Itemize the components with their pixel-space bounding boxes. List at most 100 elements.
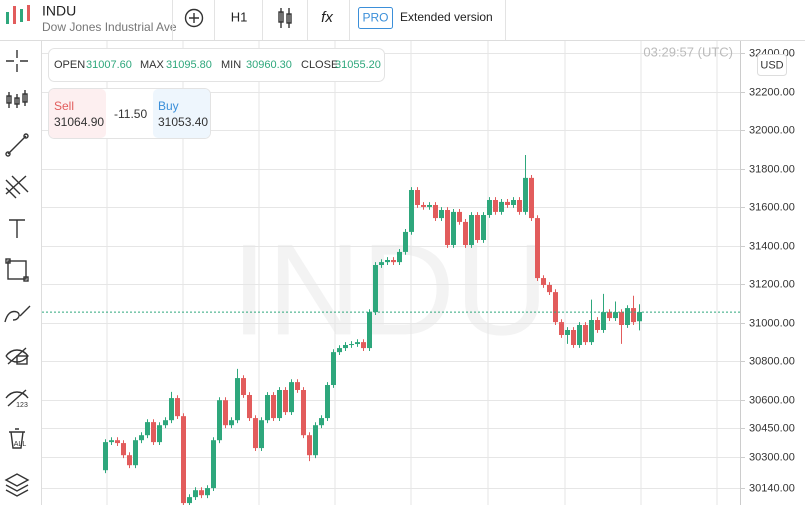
candle-body [121, 443, 126, 456]
watermark: INDU [231, 216, 549, 362]
candle-body [253, 418, 258, 449]
candle-body [151, 422, 156, 443]
ohlc: OPEN 31007.60 MAX 31095.80 MIN 30960.30 … [54, 59, 381, 71]
extended-version[interactable]: Extended version [400, 10, 493, 24]
candle-body [139, 435, 144, 441]
candle-body [577, 325, 582, 345]
candle-body [361, 342, 366, 349]
candle-body [301, 390, 306, 436]
sell-label[interactable]: Sell [54, 99, 74, 113]
candle-body [451, 211, 456, 245]
shape-tool[interactable] [5, 258, 29, 282]
symbol[interactable]: INDU [42, 3, 76, 19]
candle-body [373, 265, 378, 313]
min-label: MIN [221, 59, 241, 71]
pro-badge[interactable] [358, 7, 393, 29]
candle-body [583, 325, 588, 343]
candle-body [571, 330, 576, 345]
candle-body [211, 440, 216, 489]
candle-body [109, 440, 114, 443]
max-value: 31095.80 [166, 59, 212, 71]
y-tick-label: 32000.00 [749, 124, 795, 136]
y-tick-label: 31400.00 [749, 240, 795, 252]
candle-body [313, 425, 318, 456]
y-tick-label: 30140.00 [749, 482, 795, 494]
candle-body [553, 292, 558, 323]
candle-body [631, 308, 636, 323]
candle-body [481, 215, 486, 240]
horizontal-grid [42, 53, 740, 489]
currency-box[interactable] [757, 54, 787, 76]
delete-tool[interactable] [9, 428, 25, 449]
candle-body [169, 398, 174, 421]
candles [42, 155, 740, 505]
all-badge[interactable]: ALL [14, 441, 27, 448]
close-value: 31055.20 [335, 59, 381, 71]
candle-body [145, 422, 150, 436]
numbers-badge[interactable]: 123 [16, 402, 28, 409]
candle-body [535, 218, 540, 279]
y-axis: 32400.0032200.0032000.0031800.0031600.00… [740, 47, 795, 494]
text-tool[interactable] [9, 219, 25, 238]
candle-body [505, 201, 510, 205]
candle-body [391, 260, 396, 263]
logo [6, 5, 30, 24]
currency[interactable]: USD [760, 59, 783, 71]
min-value: 30960.30 [246, 59, 292, 71]
candle-body [469, 215, 474, 245]
candle-body [103, 442, 108, 471]
candles-tool[interactable] [6, 90, 28, 108]
buy-label[interactable]: Buy [158, 99, 179, 113]
candle-body [379, 262, 384, 265]
chart-type-button[interactable] [278, 8, 292, 28]
candle-body [115, 440, 120, 444]
open-value: 31007.60 [86, 59, 132, 71]
add-button[interactable] [184, 8, 204, 28]
sell-price[interactable]: 31064.90 [54, 115, 104, 129]
candle-body [331, 352, 336, 385]
top-bar [0, 0, 805, 40]
candle-body [367, 312, 372, 349]
pro-label[interactable]: PRO [362, 11, 388, 25]
hide-drawings-tool[interactable] [5, 347, 29, 365]
candle-body [163, 420, 168, 426]
candle-body [463, 221, 468, 245]
layers-tool[interactable] [4, 473, 30, 497]
sell-button[interactable] [49, 89, 106, 138]
hide-numbers-tool[interactable] [5, 389, 29, 407]
buy-price[interactable]: 31053.40 [158, 115, 208, 129]
candle-body [409, 190, 414, 232]
candle-body [337, 348, 342, 353]
y-tick-label: 31600.00 [749, 201, 795, 213]
indicators-button[interactable]: fx [321, 9, 333, 26]
candle-body [613, 312, 618, 319]
max-label: MAX [140, 59, 165, 71]
candle-body [271, 395, 276, 419]
candle-body [199, 490, 204, 496]
separators [172, 0, 506, 40]
candle-body [193, 490, 198, 498]
candle-body [157, 425, 162, 443]
candle-body [259, 420, 264, 449]
candle-body [499, 201, 504, 212]
candle-body [277, 390, 282, 419]
candle-body [559, 322, 564, 335]
candle-body [181, 416, 186, 504]
crosshair-tool[interactable] [6, 50, 28, 72]
line-tool[interactable] [5, 133, 29, 157]
candle-body [445, 210, 450, 245]
candle-body [565, 330, 570, 335]
instrument-name[interactable]: Dow Jones Industrial Ave [42, 20, 177, 34]
candle-body [601, 312, 606, 330]
candle-body [295, 382, 300, 390]
fib-tool[interactable] [5, 175, 29, 199]
y-tick-label: 30450.00 [749, 422, 795, 434]
ohlc-box [48, 48, 385, 82]
candle-body [385, 260, 390, 263]
buy-button[interactable] [153, 89, 210, 138]
left-toolbar [0, 41, 41, 505]
timeframe-button[interactable]: H1 [231, 9, 248, 24]
brush-tool[interactable] [4, 305, 31, 323]
candle-body [517, 200, 522, 212]
candle-body [127, 455, 132, 466]
